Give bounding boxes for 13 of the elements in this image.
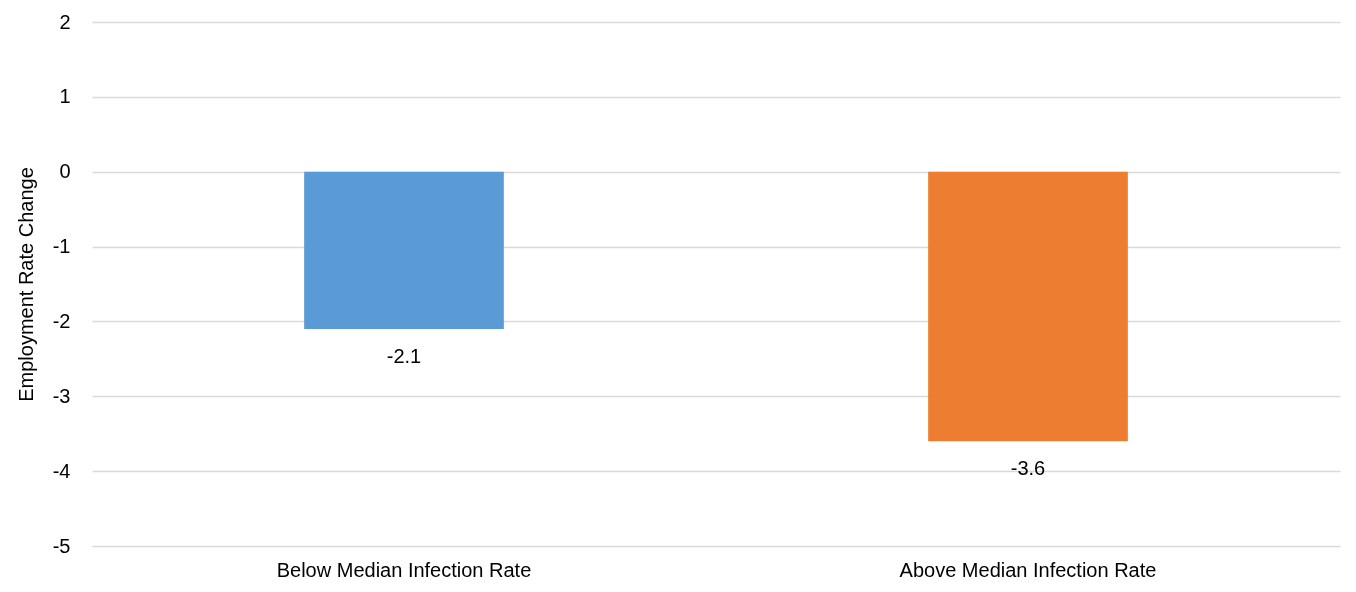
- y-tick-label: 0: [59, 160, 71, 183]
- x-tick-label: Below Median Infection Rate: [276, 558, 532, 581]
- x-tick-label: Above Median Infection Rate: [899, 558, 1157, 581]
- y-tick-label: 2: [59, 10, 71, 33]
- y-tick-label: -2: [52, 309, 71, 332]
- data-label: -3.6: [1010, 457, 1046, 480]
- y-tick-label: -4: [52, 459, 71, 482]
- y-tick-label: 1: [59, 85, 71, 108]
- y-tick-label: -1: [52, 235, 71, 258]
- y-tick-label: -3: [52, 384, 71, 407]
- y-axis-title: Employment Rate Change: [14, 167, 37, 402]
- data-label: -2.1: [386, 344, 422, 367]
- y-tick-label: -5: [52, 534, 71, 557]
